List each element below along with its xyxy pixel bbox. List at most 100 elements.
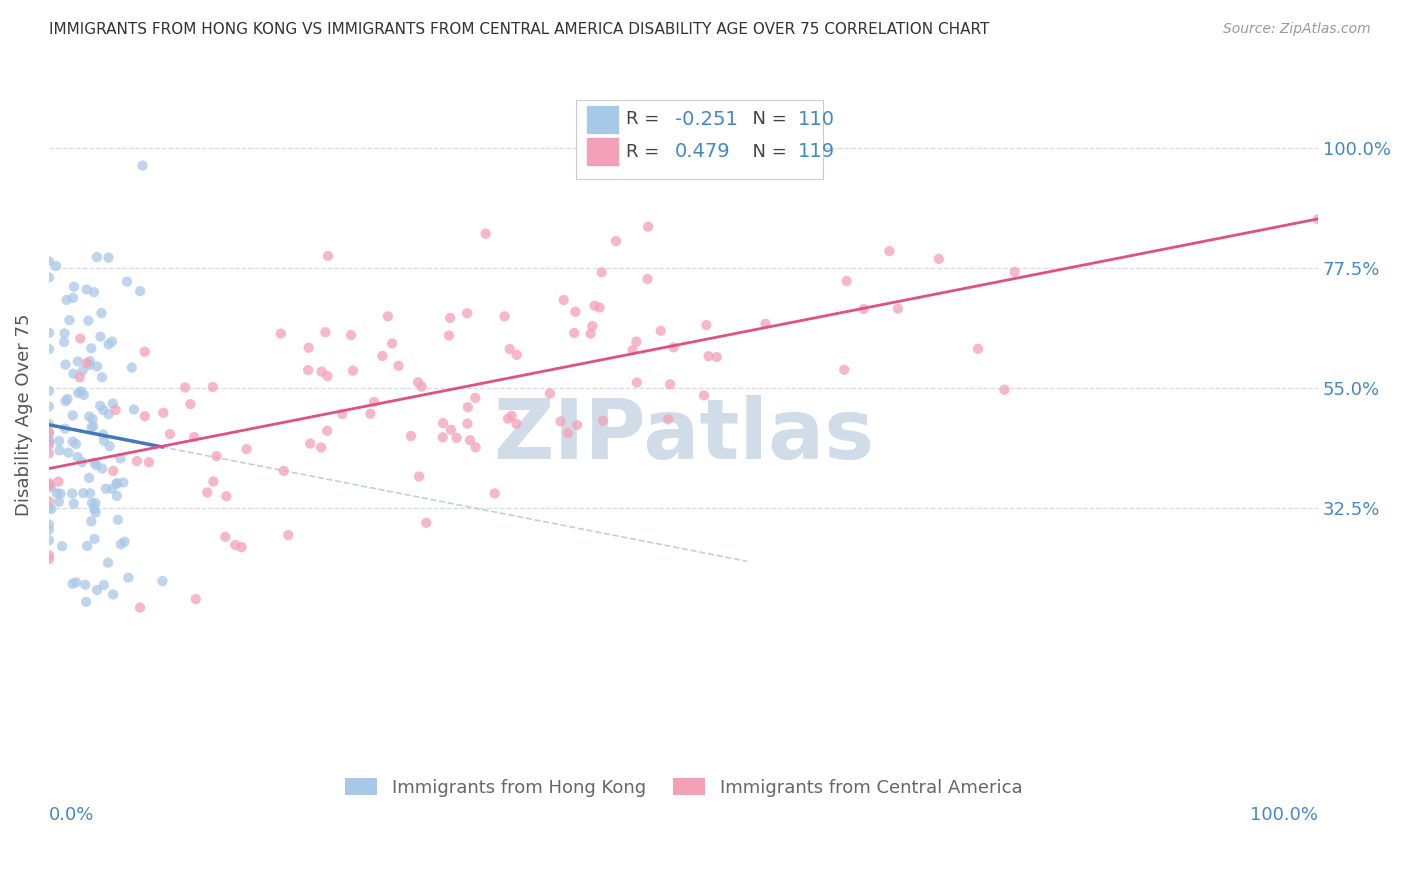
Text: 119: 119 (797, 142, 835, 161)
Point (55, 293, 77, 307)
Point (66, 354, 89, 368)
Text: 0.479: 0.479 (675, 142, 730, 161)
Y-axis label: Disability Age Over 75: Disability Age Over 75 (15, 313, 32, 516)
Point (557, 426, 579, 441)
Point (62, 367, 84, 381)
Point (53, 422, 76, 436)
Point (408, 469, 430, 483)
Point (76, 283, 98, 297)
Point (51, 539, 73, 553)
Point (605, 234, 627, 248)
Point (501, 409, 523, 423)
Point (129, 600, 152, 615)
Point (456, 306, 478, 320)
Point (662, 340, 685, 354)
Point (506, 348, 529, 362)
Point (83, 502, 105, 516)
Point (224, 538, 246, 552)
Point (72, 486, 94, 500)
Point (38, 434, 60, 449)
FancyBboxPatch shape (575, 100, 823, 179)
Point (129, 284, 152, 298)
Point (588, 301, 610, 315)
Point (432, 416, 454, 430)
Point (415, 516, 437, 530)
Point (79, 486, 101, 500)
Point (112, 475, 135, 490)
Point (201, 380, 224, 394)
Point (83, 285, 105, 300)
Point (458, 434, 481, 448)
Point (38, 501, 60, 516)
Point (277, 528, 299, 542)
Point (152, 406, 174, 420)
Point (494, 310, 516, 324)
Point (583, 299, 606, 313)
Point (48, 443, 70, 458)
Point (581, 319, 603, 334)
Point (134, 344, 156, 359)
Point (80, 515, 103, 529)
Point (97, 337, 120, 351)
Point (117, 571, 139, 585)
Point (56, 392, 79, 406)
Point (993, 383, 1015, 397)
Text: 100.0%: 100.0% (1250, 805, 1319, 824)
Point (314, 326, 336, 340)
Point (377, 310, 399, 324)
Point (38, 254, 60, 268)
Point (195, 485, 218, 500)
Point (115, 275, 138, 289)
Point (852, 301, 875, 316)
Point (579, 326, 602, 341)
Point (105, 476, 128, 491)
Point (406, 376, 429, 390)
Point (60, 486, 83, 500)
Point (38, 425, 60, 440)
Point (58, 313, 80, 327)
Point (505, 417, 527, 431)
Point (62, 409, 84, 423)
Point (270, 326, 292, 341)
Point (86, 250, 108, 264)
Point (86, 583, 108, 598)
Point (131, 159, 153, 173)
Point (565, 417, 588, 432)
Point (342, 364, 364, 378)
Point (65, 437, 87, 451)
Point (1004, 265, 1026, 279)
Point (38, 426, 60, 441)
Point (179, 397, 201, 411)
Point (121, 360, 143, 375)
Point (183, 430, 205, 444)
Point (755, 317, 778, 331)
Point (80, 420, 103, 434)
Point (363, 395, 385, 409)
Point (695, 318, 717, 332)
Point (62, 497, 84, 511)
Point (38, 479, 60, 493)
Point (41, 502, 63, 516)
Point (309, 441, 332, 455)
Point (592, 414, 614, 428)
Point (159, 427, 181, 442)
Point (38, 494, 60, 508)
Point (91, 370, 114, 384)
Point (184, 592, 207, 607)
Point (340, 328, 363, 343)
Point (39, 481, 62, 495)
Point (75, 595, 97, 609)
Point (107, 513, 129, 527)
Point (650, 324, 672, 338)
Point (38, 417, 60, 431)
Point (82, 419, 104, 434)
Point (86, 458, 108, 473)
Text: IMMIGRANTS FROM HONG KONG VS IMMIGRANTS FROM CENTRAL AMERICA DISABILITY AGE OVER: IMMIGRANTS FROM HONG KONG VS IMMIGRANTS … (49, 22, 990, 37)
Point (437, 328, 460, 343)
Text: ZIPatlas: ZIPatlas (494, 395, 875, 476)
Point (97, 407, 120, 421)
Point (93, 403, 115, 417)
Point (834, 363, 856, 377)
Point (134, 409, 156, 424)
Point (235, 442, 257, 457)
